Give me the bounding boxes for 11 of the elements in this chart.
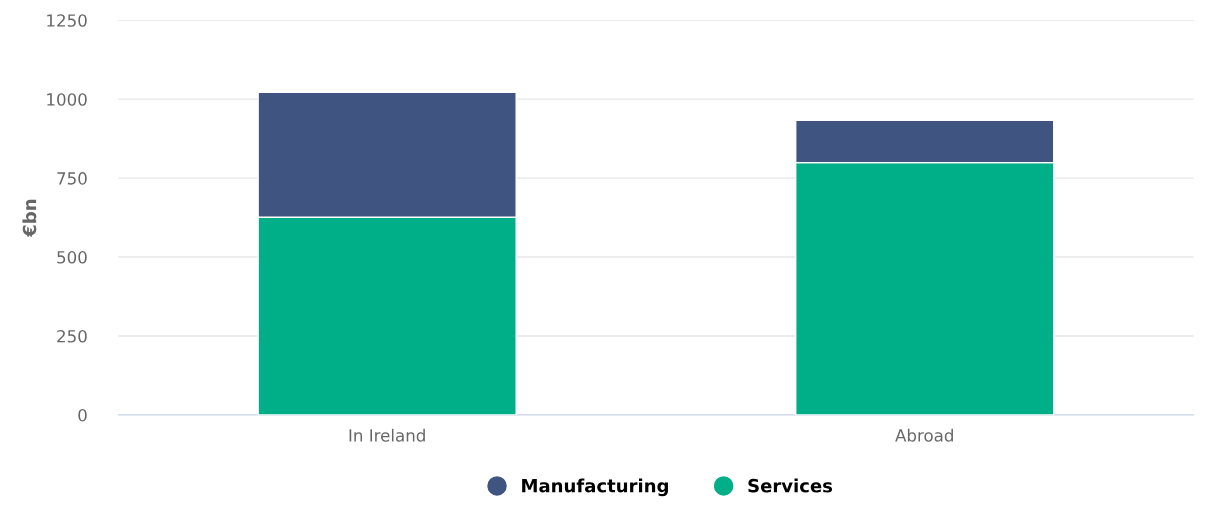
y-tick-label: 1250	[47, 14, 87, 27]
x-tick-label: Abroad	[895, 428, 953, 442]
y-tick-label: 750	[57, 172, 87, 185]
y-tick-label: 250	[57, 329, 87, 343]
y-tick-label: 500	[57, 251, 87, 264]
legend-label: Services	[748, 478, 833, 493]
y-tick-label: 1000	[47, 93, 87, 106]
x-tick-label: In Ireland	[349, 428, 425, 442]
y-tick-label: 0	[78, 408, 87, 422]
legend-label: Manufacturing	[522, 478, 668, 497]
y-axis-title: €bn	[22, 199, 37, 238]
